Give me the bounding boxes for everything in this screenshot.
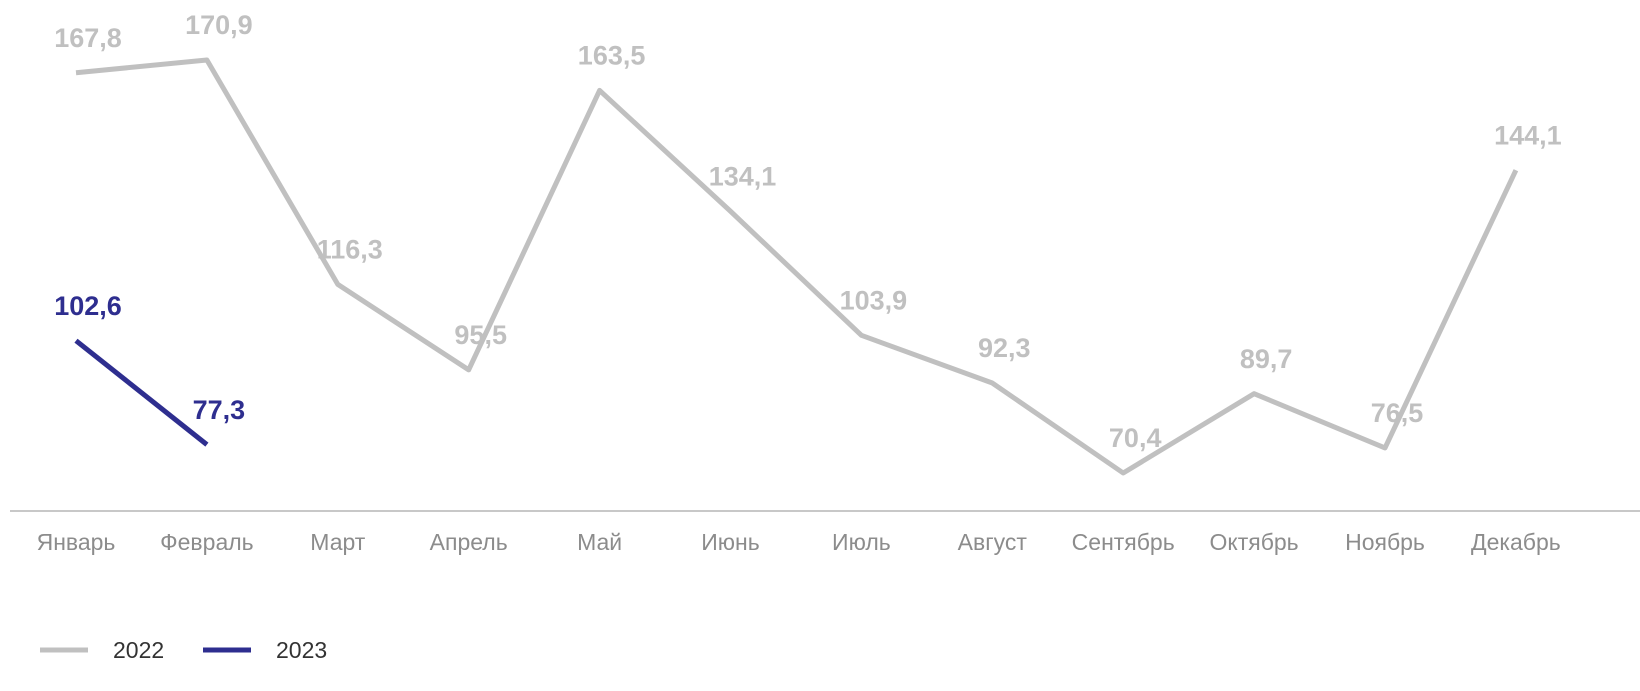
x-tick-label: Февраль — [160, 529, 253, 555]
data-label: 163,5 — [578, 41, 646, 71]
x-tick-label: Апрель — [430, 529, 508, 555]
data-label: 76,5 — [1371, 398, 1424, 428]
data-label: 95,5 — [454, 320, 507, 350]
x-tick-label: Июль — [832, 529, 891, 555]
data-label: 144,1 — [1494, 120, 1562, 150]
x-tick-label: Июнь — [701, 529, 759, 555]
data-label: 77,3 — [193, 395, 246, 425]
series-line — [74, 338, 209, 447]
x-tick-label: Декабрь — [1471, 529, 1561, 555]
data-label: 92,3 — [978, 333, 1031, 363]
legend-label: 2022 — [113, 637, 164, 663]
x-tick-label: Ноябрь — [1345, 529, 1425, 555]
x-tick-label: Март — [310, 529, 365, 555]
data-label: 103,9 — [840, 285, 908, 315]
data-label: 134,1 — [709, 161, 777, 191]
x-tick-label: Май — [577, 529, 622, 555]
series-line — [75, 57, 1519, 476]
x-tick-label: Август — [958, 529, 1028, 555]
data-label: 89,7 — [1240, 344, 1293, 374]
legend-label: 2023 — [276, 637, 327, 663]
data-label: 102,6 — [54, 291, 122, 321]
data-label: 70,4 — [1109, 423, 1162, 453]
x-tick-label: Октябрь — [1210, 529, 1299, 555]
data-label: 116,3 — [317, 235, 383, 265]
x-tick-label: Сентябрь — [1072, 529, 1175, 555]
data-label: 170,9 — [185, 10, 253, 40]
x-tick-label: Январь — [37, 529, 116, 555]
data-label: 167,8 — [54, 23, 122, 53]
